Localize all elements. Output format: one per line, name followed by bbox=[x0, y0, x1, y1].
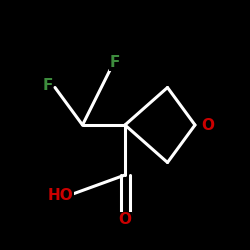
Text: O: O bbox=[201, 118, 214, 132]
Text: F: F bbox=[110, 55, 120, 70]
Text: F: F bbox=[42, 78, 53, 92]
Text: O: O bbox=[118, 212, 132, 228]
Text: HO: HO bbox=[47, 188, 73, 202]
